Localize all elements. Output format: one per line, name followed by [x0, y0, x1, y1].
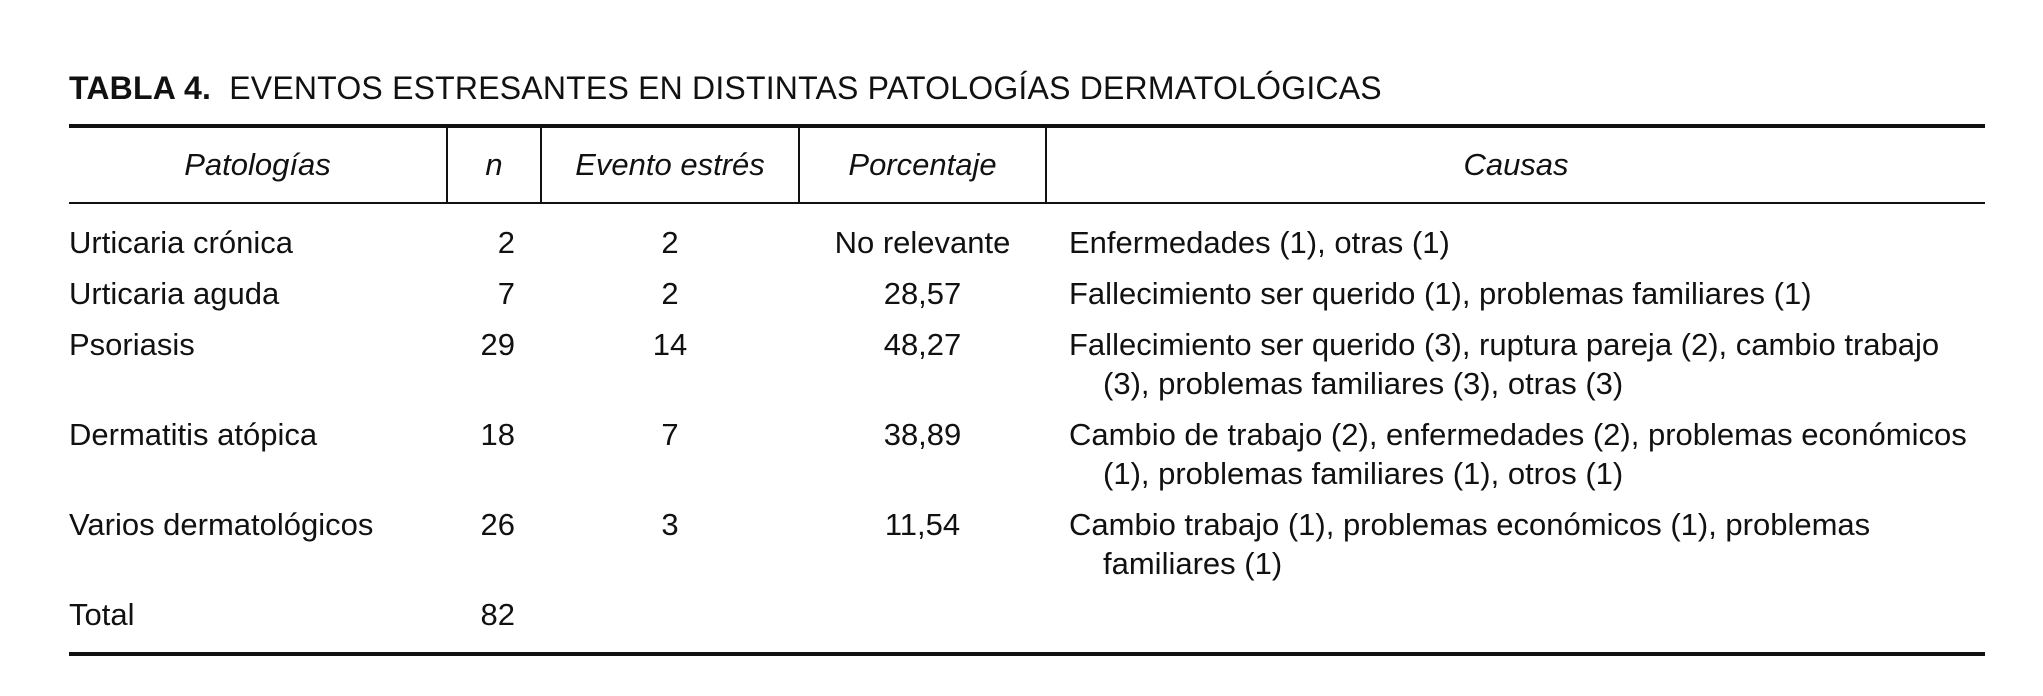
table-caption: TABLA 4. EVENTOS ESTRESANTES EN DISTINTA…	[69, 68, 1985, 108]
cell-evento: 2	[661, 276, 679, 311]
causas-text: Fallecimiento ser querido (1), problemas…	[1069, 276, 1812, 311]
causas-text: Cambio de trabajo (2), enfermedades (2),…	[1069, 417, 1967, 491]
table-row: Psoriasis 29 14 48,27 Fallecimiento ser …	[69, 325, 1985, 415]
causas-text: Cambio trabajo (1), problemas económicos…	[1069, 507, 1871, 581]
cell-patologia: Urticaria aguda	[69, 276, 280, 311]
header-n: n	[446, 126, 541, 204]
table-row: Dermatitis atópica 18 7 38,89 Cambio de …	[69, 415, 1985, 505]
cell-porcentaje: No relevante	[834, 225, 1011, 260]
table-row: Urticaria aguda 7 2 28,57 Fallecimiento …	[69, 274, 1985, 325]
table-row: Urticaria crónica 2 2 No relevante Enfer…	[69, 203, 1985, 274]
cell-causas: Cambio trabajo (1), problemas económicos…	[1046, 505, 1985, 595]
cell-evento	[541, 595, 799, 654]
cell-porcentaje: 11,54	[884, 507, 961, 542]
cell-n: 7	[497, 276, 515, 311]
stress-events-table: Patologías n Evento estrés Porcentaje Ca…	[69, 124, 1985, 656]
cell-causas: Fallecimiento ser querido (1), problemas…	[1046, 274, 1985, 325]
cell-evento: 7	[661, 417, 679, 452]
causas-text: Fallecimiento ser querido (3), ruptura p…	[1069, 327, 1940, 401]
document: TABLA 4. EVENTOS ESTRESANTES EN DISTINTA…	[69, 68, 1985, 656]
cell-causas: Cambio de trabajo (2), enfermedades (2),…	[1046, 415, 1985, 505]
caption-title: EVENTOS ESTRESANTES EN DISTINTAS PATOLOG…	[229, 70, 1382, 106]
cell-causas: Fallecimiento ser querido (3), ruptura p…	[1046, 325, 1985, 415]
cell-n: 18	[480, 417, 515, 452]
causas-text: Enfermedades (1), otras (1)	[1069, 225, 1450, 260]
cell-total-label: Total	[69, 597, 135, 632]
header-porcentaje: Porcentaje	[798, 126, 1046, 204]
caption-label: TABLA 4.	[69, 70, 212, 106]
table-row: Varios dermatológicos 26 3 11,54 Cambio …	[69, 505, 1985, 595]
table-body: Urticaria crónica 2 2 No relevante Enfer…	[69, 203, 1985, 654]
cell-patologia: Varios dermatológicos	[69, 507, 374, 542]
cell-n: 2	[497, 225, 515, 260]
cell-patologia: Urticaria crónica	[69, 225, 293, 260]
cell-n: 26	[480, 507, 515, 542]
cell-evento: 14	[652, 327, 688, 362]
cell-patologia: Psoriasis	[69, 327, 195, 362]
cell-evento: 3	[661, 507, 679, 542]
cell-n: 29	[480, 327, 515, 362]
cell-porcentaje	[799, 595, 1046, 654]
cell-evento: 2	[661, 225, 679, 260]
cell-patologia: Dermatitis atópica	[69, 417, 318, 452]
header-evento-estres: Evento estrés	[540, 126, 799, 204]
cell-porcentaje: 38,89	[883, 417, 962, 452]
cell-causas	[1046, 595, 1985, 654]
header-causas: Causas	[1045, 126, 1985, 204]
cell-total-n: 82	[480, 597, 515, 632]
cell-porcentaje: 48,27	[883, 327, 962, 362]
header-patologias: Patologías	[69, 126, 447, 204]
table-header: Patologías n Evento estrés Porcentaje Ca…	[69, 126, 1985, 204]
header-row: Patologías n Evento estrés Porcentaje Ca…	[69, 126, 1985, 204]
cell-porcentaje: 28,57	[883, 276, 962, 311]
cell-causas: Enfermedades (1), otras (1)	[1046, 203, 1985, 274]
total-row: Total 82	[69, 595, 1985, 654]
